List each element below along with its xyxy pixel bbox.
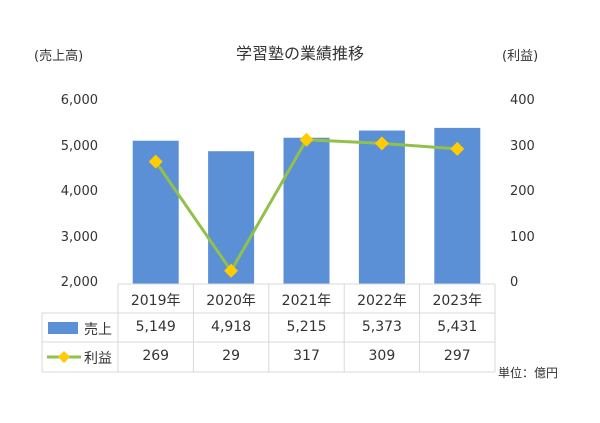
table-cell: 297 [443, 348, 471, 364]
category-label: 2020年 [206, 293, 256, 309]
y-right-tick-label: 300 [510, 138, 535, 154]
legend-label: 売上 [84, 322, 112, 338]
table-cell: 269 [142, 348, 170, 364]
profit-point [299, 132, 314, 147]
table-cell: 5,215 [286, 319, 327, 335]
unit-note: 単位：億円 [498, 366, 559, 380]
y-left-axis-title: (売上高) [34, 49, 84, 64]
bar [358, 130, 405, 284]
legend-swatch-marker [58, 351, 70, 363]
table-cell: 5,149 [135, 319, 176, 335]
table-cell: 317 [293, 348, 320, 364]
table-cell: 5,431 [437, 319, 478, 335]
y-right-tick-label: 0 [510, 275, 519, 290]
category-label: 2022年 [357, 293, 407, 309]
y-left-tick-label: 6,000 [60, 93, 98, 108]
y-left-tick-label: 5,000 [60, 138, 98, 154]
profit-point [450, 141, 465, 156]
bar [208, 151, 255, 284]
y-left-tick-label: 2,000 [60, 275, 98, 290]
legend-swatch-bar [48, 322, 78, 334]
y-right-tick-label: 400 [510, 93, 535, 108]
chart-title: 学習塾の業績推移 [235, 44, 364, 63]
y-right-tick-label: 200 [510, 184, 535, 199]
legend-label: 利益 [84, 351, 112, 367]
profit-point [374, 136, 389, 151]
category-label: 2021年 [281, 293, 332, 309]
category-label: 2019年 [130, 293, 181, 309]
y-left-tick-label: 3,000 [60, 229, 98, 245]
table-cell: 5,373 [361, 319, 402, 335]
category-label: 2023年 [432, 293, 483, 309]
table-cell: 4,918 [211, 319, 252, 335]
table-cell: 29 [222, 348, 240, 364]
profit-point [224, 263, 239, 278]
y-left-tick-label: 4,000 [60, 184, 98, 199]
y-right-tick-label: 100 [510, 229, 535, 245]
bar [283, 137, 330, 284]
table-cell: 309 [368, 348, 396, 364]
profit-point [148, 154, 163, 169]
y-right-axis-title: (利益) [502, 49, 539, 64]
